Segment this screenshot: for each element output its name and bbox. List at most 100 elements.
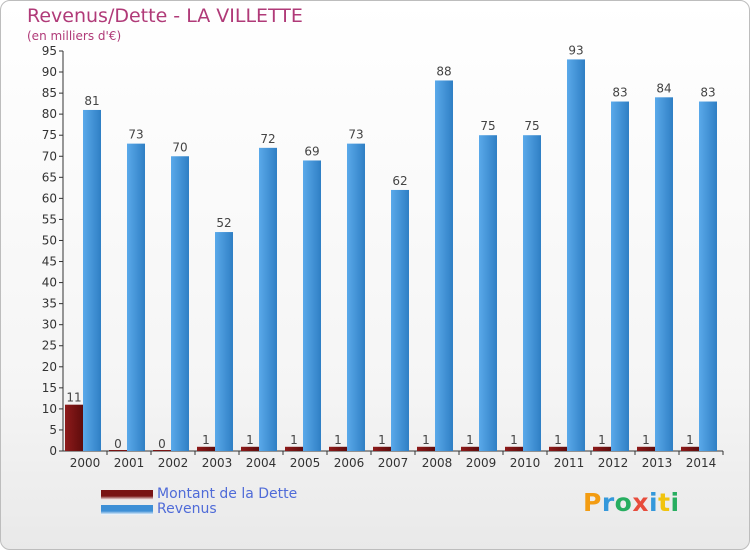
revenue-value-label: 62 [392,174,407,188]
revenue-value-label: 73 [128,128,143,142]
debt-bar [65,404,83,451]
y-tick-label: 45 [42,255,57,269]
debt-bar [197,446,215,451]
debt-bar [417,446,435,451]
revenue-value-label: 83 [700,86,715,100]
x-tick-label: 2004 [246,456,277,470]
y-tick-label: 60 [42,191,57,205]
revenue-value-label: 83 [612,86,627,100]
x-tick-label: 2012 [598,456,629,470]
legend-label-revenue: Revenus [157,501,217,517]
debt-bar [681,446,699,451]
y-tick-label: 20 [42,360,57,374]
revenue-bar [523,135,541,452]
y-tick-label: 95 [42,44,57,58]
debt-value-label: 1 [290,433,298,447]
debt-bar [109,450,127,451]
y-tick-label: 5 [49,423,57,437]
revenue-bar [699,101,717,452]
debt-bar [505,446,523,451]
debt-bar [373,446,391,451]
logo-letter-1: r [601,488,615,517]
x-tick-label: 2013 [642,456,673,470]
legend-swatch-debt [101,490,153,500]
revenue-bar [83,109,101,452]
y-tick-label: 65 [42,170,57,184]
revenue-value-label: 52 [216,216,231,230]
y-tick-label: 35 [42,297,57,311]
debt-value-label: 1 [598,433,606,447]
debt-value-label: 0 [114,437,122,451]
debt-value-label: 0 [158,437,166,451]
legend-label-debt: Montant de la Dette [157,486,298,502]
revenue-value-label: 73 [348,128,363,142]
x-tick-label: 2010 [510,456,541,470]
debt-bar [285,446,303,451]
chart-subtitle: (en milliers d'€) [27,29,122,43]
y-tick-label: 10 [42,402,57,416]
y-tick-label: 90 [42,65,57,79]
debt-bar [153,450,171,451]
x-tick-label: 2002 [158,456,189,470]
y-tick-label: 70 [42,149,57,163]
logo-letter-5: t [658,488,671,517]
revenue-value-label: 69 [304,144,319,158]
revenue-bar [171,156,189,451]
x-tick-label: 2005 [290,456,321,470]
debt-value-label: 11 [66,391,81,405]
logo-letter-6: i [670,488,680,517]
chart-title: Revenus/Dette - LA VILLETTE [27,5,303,27]
debt-bar [329,446,347,451]
y-tick-label: 50 [42,233,57,247]
debt-value-label: 1 [334,433,342,447]
revenue-bar [479,135,497,452]
x-tick-label: 2000 [70,456,101,470]
revenue-bar [127,143,145,451]
y-tick-label: 55 [42,212,57,226]
logo-letter-0: P [583,488,602,517]
x-tick-label: 2014 [686,456,717,470]
logo-letter-2: o [614,488,633,517]
debt-bar [549,446,567,451]
debt-bar [461,446,479,451]
x-tick-label: 2003 [202,456,233,470]
debt-bar [637,446,655,451]
debt-value-label: 1 [510,433,518,447]
logo-letter-4: i [649,488,659,517]
revenue-bar [611,101,629,452]
debt-bar [241,446,259,451]
x-tick-label: 2008 [422,456,453,470]
debt-value-label: 1 [378,433,386,447]
revenue-bar [391,189,409,451]
revenue-bar [303,160,321,451]
revenue-value-label: 75 [524,119,539,133]
y-tick-label: 30 [42,318,57,332]
revenue-bar [259,147,277,451]
proxiti-logo: Proxiti [583,488,680,517]
y-tick-label: 25 [42,339,57,353]
revenue-value-label: 81 [84,94,99,108]
x-tick-label: 2011 [554,456,585,470]
revenue-value-label: 93 [568,43,583,57]
y-tick-label: 75 [42,128,57,142]
revenue-value-label: 88 [436,64,451,78]
debt-value-label: 1 [246,433,254,447]
debt-bar [593,446,611,451]
revenue-bar [435,80,453,451]
revenue-value-label: 84 [656,81,671,95]
revenue-value-label: 70 [172,140,187,154]
y-tick-label: 0 [49,444,57,458]
logo-letter-3: x [632,488,649,517]
debt-value-label: 1 [422,433,430,447]
debt-value-label: 1 [642,433,650,447]
x-tick-label: 2007 [378,456,409,470]
legend-swatch-revenue [101,505,153,515]
y-tick-label: 85 [42,86,57,100]
revenue-bar [567,59,585,451]
revenue-bar [215,232,233,451]
debt-value-label: 1 [466,433,474,447]
x-tick-label: 2006 [334,456,365,470]
revenue-value-label: 72 [260,132,275,146]
